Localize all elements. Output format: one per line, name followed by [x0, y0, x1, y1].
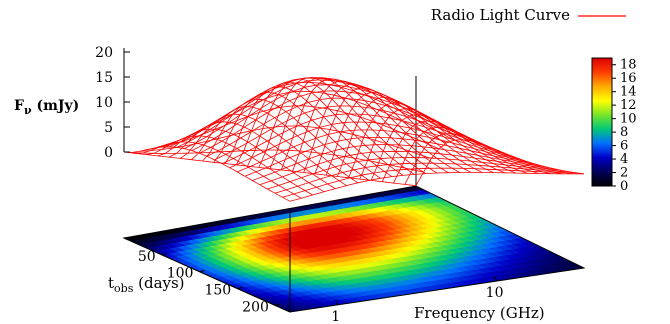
t-tick-label: 100 [167, 266, 194, 282]
surface-line-freq [168, 121, 336, 189]
surface-line-freq [258, 77, 426, 174]
colorbar-tick-label: 6 [620, 139, 628, 154]
colorbar-tick-label: 4 [620, 152, 628, 167]
surface-line-freq [303, 83, 472, 173]
legend: Radio Light Curve [431, 6, 626, 24]
colorbar-tick-label: 2 [620, 166, 628, 181]
z-axis: 20 15 10 5 0 [95, 45, 130, 161]
surface-line-freq [359, 108, 528, 180]
surface-line-freq [269, 77, 438, 174]
surface-line-freq [337, 96, 505, 177]
surface-line-time [131, 149, 424, 173]
f-tick-mark [335, 299, 339, 306]
surface-line-freq [157, 128, 325, 193]
t-tick-label: 200 [242, 299, 269, 315]
surface-line-freq [146, 135, 313, 196]
time-axis: 50 100 150 200 [123, 237, 291, 315]
time-axis-label: tobs (days) [108, 274, 185, 295]
surface-line-freq [213, 91, 381, 179]
z-tick-label: 10 [95, 95, 113, 111]
z-tick-label: 20 [95, 45, 113, 61]
t-axis-line [123, 237, 291, 313]
colorbar-tick-label: 8 [620, 125, 628, 140]
surface-line-freq [202, 98, 370, 181]
z-axis-label-main: F [14, 98, 24, 114]
surface-line-freq [404, 133, 573, 185]
surface-line-time [199, 90, 493, 154]
z-axis-label-sub: ν [24, 104, 32, 117]
z-axis-label: Fν (mJy) [14, 98, 79, 117]
surface-line-freq [135, 141, 302, 199]
z-axis-label-rest: (mJy) [32, 98, 80, 114]
floor-cell [567, 263, 584, 270]
time-axis-label-sub: obs [114, 282, 134, 295]
colorbar-tick-label: 14 [620, 85, 637, 100]
colorbar-tick-label: 16 [620, 71, 637, 86]
z-tick-label: 5 [104, 120, 113, 136]
z-tick-label: 0 [104, 145, 113, 161]
surface-line-freq [325, 91, 494, 176]
legend-label: Radio Light Curve [431, 6, 570, 24]
surface-line-freq [179, 113, 347, 186]
f-tick-mark [494, 275, 498, 282]
colorbar-tick-label: 12 [620, 98, 637, 113]
frequency-axis-label: Frequency (GHz) [414, 304, 545, 322]
t-tick-label: 50 [138, 249, 156, 265]
surface-line-freq [370, 114, 539, 181]
colorbar-tick-label: 0 [620, 179, 628, 194]
surface-line-freq [247, 78, 415, 175]
time-axis-label-rest: (days) [133, 274, 184, 292]
surface-line-freq [191, 106, 359, 184]
colorbar-tick-label: 10 [620, 112, 637, 127]
z-tick-label: 15 [95, 70, 113, 86]
f-tick-label: 10 [486, 285, 504, 301]
floor-heatmap [124, 186, 584, 312]
surface-line-freq [393, 126, 562, 184]
surface-line-freq [314, 87, 483, 174]
surface-line-freq [415, 139, 585, 186]
surface-line-freq [348, 102, 517, 178]
time-axis-label-main: t [108, 274, 114, 292]
surface-mesh [123, 77, 585, 202]
surface-line-freq [224, 86, 393, 177]
surface-line-freq [292, 80, 460, 173]
colorbar-bar [591, 57, 613, 187]
colorbar-tick-label: 18 [620, 58, 637, 73]
t-tick-label: 150 [204, 282, 231, 298]
f-tick-label: 1 [331, 309, 340, 324]
frequency-axis: 1 10 [331, 275, 504, 324]
